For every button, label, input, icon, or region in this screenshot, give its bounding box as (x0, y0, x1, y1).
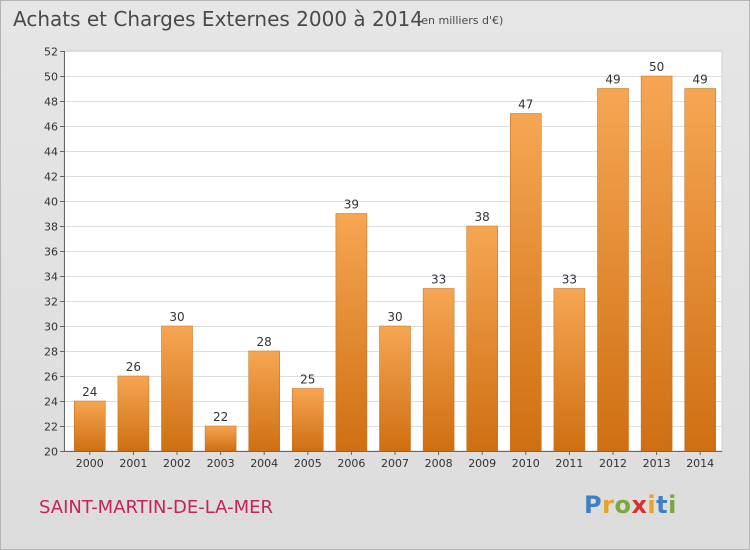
y-tick-label: 32 (44, 296, 58, 309)
value-label: 25 (300, 373, 315, 387)
logo-letter: i (647, 491, 657, 519)
bar (74, 400, 106, 452)
y-tick-label: 52 (44, 46, 58, 59)
y-tick-label: 48 (44, 96, 58, 109)
x-tick-label: 2010 (512, 457, 540, 470)
bar (510, 113, 542, 452)
value-label: 49 (693, 73, 708, 87)
bar (292, 388, 324, 452)
logo-letter: t (656, 491, 669, 519)
bar (640, 75, 673, 452)
value-label: 33 (431, 273, 446, 287)
bar (466, 225, 498, 452)
y-tick-label: 50 (44, 71, 58, 84)
y-tick-label: 34 (44, 271, 58, 284)
y-tick-label: 36 (44, 246, 58, 259)
bar (117, 375, 150, 452)
value-label: 38 (475, 210, 490, 224)
y-tick-label: 28 (44, 346, 58, 359)
x-tick-label: 2014 (686, 457, 714, 470)
y-tick-label: 46 (44, 121, 58, 134)
y-tick-label: 38 (44, 221, 58, 234)
bar (248, 350, 280, 452)
x-tick-label: 2000 (76, 457, 104, 470)
bar (379, 325, 411, 452)
bar (553, 288, 586, 452)
y-tick-label: 24 (44, 396, 58, 409)
x-tick-label: 2006 (337, 457, 365, 470)
value-label: 50 (649, 60, 664, 74)
chart-subtitle: (en milliers d'€) (417, 14, 504, 27)
logo-letter: o (614, 491, 632, 519)
x-tick-label: 2005 (294, 457, 322, 470)
bar (335, 213, 368, 452)
proxiti-logo: Proxiti (584, 491, 677, 519)
chart-title: Achats et Charges Externes 2000 à 2014 (13, 7, 423, 31)
x-tick-label: 2008 (425, 457, 453, 470)
x-tick-label: 2003 (207, 457, 235, 470)
y-tick-label: 22 (44, 421, 58, 434)
town-name: SAINT-MARTIN-DE-LA-MER (39, 497, 273, 518)
value-label: 24 (82, 385, 97, 399)
value-label: 47 (518, 98, 533, 112)
y-tick-label: 20 (44, 446, 58, 459)
x-tick-label: 2001 (119, 457, 147, 470)
value-label: 22 (213, 410, 228, 424)
bar (422, 288, 455, 452)
y-tick-label: 40 (44, 196, 58, 209)
value-label: 49 (605, 73, 620, 87)
bar (684, 88, 716, 452)
y-tick-label: 42 (44, 171, 58, 184)
value-label: 28 (257, 335, 272, 349)
y-tick-label: 44 (44, 146, 58, 159)
value-label: 30 (387, 310, 402, 324)
y-tick-label: 30 (44, 321, 58, 334)
value-label: 30 (169, 310, 184, 324)
logo-letter: P (584, 491, 603, 519)
x-tick-label: 2007 (381, 457, 409, 470)
logo-letter: i (668, 491, 677, 519)
x-tick-label: 2013 (643, 457, 671, 470)
bar (204, 425, 237, 452)
x-tick-label: 2002 (163, 457, 191, 470)
bar (161, 325, 193, 452)
x-tick-label: 2004 (250, 457, 278, 470)
bar (597, 88, 629, 452)
logo-letter: x (631, 491, 648, 519)
value-label: 39 (344, 198, 359, 212)
logo-letter: r (602, 491, 615, 519)
value-label: 33 (562, 273, 577, 287)
x-tick-label: 2012 (599, 457, 627, 470)
y-tick-label: 26 (44, 371, 58, 384)
value-label: 26 (126, 360, 141, 374)
x-tick-label: 2009 (468, 457, 496, 470)
x-tick-label: 2011 (555, 457, 583, 470)
